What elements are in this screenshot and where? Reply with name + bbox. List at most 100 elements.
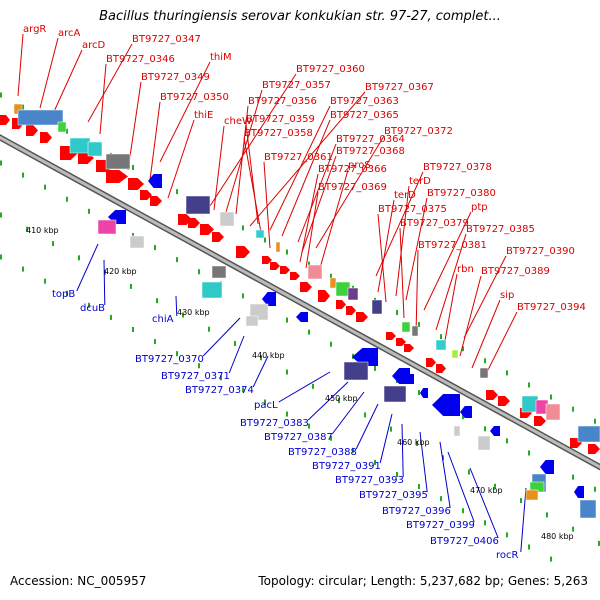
- tick-mark: [22, 172, 24, 178]
- forward-gene-arrow: [426, 358, 436, 367]
- forward-gene-label: sip: [500, 290, 514, 301]
- reverse-label-leader: [379, 413, 393, 464]
- reverse-gene-label: pacL: [254, 400, 278, 411]
- gene-box: [211, 265, 227, 279]
- forward-label-leader: [297, 143, 337, 243]
- reverse-label-leader: [307, 381, 349, 421]
- tick-mark: [338, 398, 340, 404]
- forward-gene-label: BT9727_0394: [517, 302, 586, 313]
- reverse-label-leader: [355, 403, 379, 450]
- tick-mark: [242, 225, 244, 231]
- gene-box: [97, 219, 117, 235]
- gene-box: [347, 287, 359, 301]
- reverse-gene-arrow: [296, 312, 308, 322]
- forward-gene-label: proS: [348, 160, 371, 171]
- scale-label: 440 kbp: [252, 351, 285, 360]
- tick-mark: [0, 254, 2, 260]
- forward-gene-label: cheW: [224, 116, 252, 127]
- tick-mark: [132, 164, 134, 170]
- tick-mark: [468, 469, 470, 475]
- forward-gene-label: BT9727_0366: [318, 164, 387, 175]
- forward-gene-label: BT9727_0375: [378, 204, 447, 215]
- forward-gene-label: BT9727_0365: [330, 110, 399, 121]
- gene-box: [411, 325, 419, 337]
- forward-label-leader: [483, 311, 518, 379]
- scale-label: 450 kbp: [325, 394, 358, 403]
- tick-mark: [66, 128, 68, 134]
- reverse-gene-arrow: [352, 348, 378, 366]
- reverse-label-leader: [419, 431, 428, 493]
- tick-mark: [440, 496, 442, 502]
- tick-mark: [528, 450, 530, 456]
- reverse-gene-label: BT9727_0374: [185, 385, 254, 396]
- forward-gene-label: BT9727_0358: [244, 128, 313, 139]
- gene-box: [453, 425, 461, 437]
- tick-mark: [462, 414, 464, 420]
- forward-label-leader: [249, 91, 366, 227]
- tick-mark: [88, 302, 90, 308]
- tick-mark: [156, 298, 158, 304]
- scale-label: 480 kbp: [541, 532, 574, 541]
- tick-mark: [494, 483, 496, 489]
- forward-gene-arrow: [106, 170, 128, 183]
- tick-mark: [550, 556, 552, 562]
- gene-box: [525, 489, 539, 501]
- forward-gene-label: BT9727_0359: [246, 114, 315, 125]
- tick-mark: [154, 245, 156, 251]
- scale-label: 420 kbp: [104, 267, 137, 276]
- forward-label-leader: [167, 119, 195, 199]
- reverse-gene-label: BT9727_0399: [406, 520, 475, 531]
- gene-features: [0, 103, 600, 519]
- forward-gene-label: BT9727_0389: [481, 266, 550, 277]
- gene-box: [371, 299, 383, 315]
- tick-mark: [418, 484, 420, 490]
- tick-mark: [550, 394, 552, 400]
- forward-gene-label: BT9727_0349: [141, 72, 210, 83]
- forward-gene-arrow: [318, 290, 330, 302]
- reverse-gene-label: BT9727_0371: [161, 371, 230, 382]
- reverse-gene-arrow: [574, 486, 584, 498]
- reverse-gene-label: chiA: [152, 314, 174, 325]
- forward-gene-arrow: [336, 300, 346, 309]
- forward-gene-label: BT9727_0369: [318, 182, 387, 193]
- tick-mark: [110, 314, 112, 320]
- forward-label-leader: [377, 199, 395, 293]
- forward-label-leader: [443, 273, 458, 347]
- forward-gene-arrow: [40, 132, 52, 143]
- reverse-gene-arrow: [432, 394, 460, 416]
- reverse-label-leader: [278, 371, 331, 403]
- tick-mark: [598, 540, 600, 546]
- forward-label-leader: [17, 33, 24, 97]
- forward-gene-label: BT9727_0379: [400, 218, 469, 229]
- reverse-gene-label: BT9727_0393: [335, 475, 404, 486]
- forward-gene-label: thiE: [194, 110, 213, 121]
- forward-gene-arrow: [436, 364, 446, 373]
- gene-box: [545, 403, 561, 421]
- tick-mark: [286, 249, 288, 255]
- reverse-gene-label: BT9727_0395: [359, 490, 428, 501]
- reverse-gene-label: BT9727_0391: [312, 461, 381, 472]
- forward-gene-arrow: [188, 218, 200, 228]
- forward-gene-arrow: [270, 262, 280, 270]
- forward-label-leader: [149, 101, 161, 181]
- reverse-gene-label: rocR: [496, 550, 519, 561]
- forward-gene-arrow: [498, 396, 510, 406]
- forward-gene-label: arcD: [82, 40, 106, 51]
- tick-mark: [572, 526, 574, 532]
- forward-label-leader: [377, 213, 387, 303]
- forward-gene-arrow: [236, 246, 250, 258]
- tick-mark: [198, 269, 200, 275]
- map-title: Bacillus thuringiensis serovar konkukian…: [99, 9, 501, 24]
- forward-label-leader: [299, 173, 319, 263]
- forward-label-leader: [423, 211, 472, 311]
- forward-gene-label: ptp: [471, 202, 488, 213]
- tick-mark: [364, 412, 366, 418]
- forward-gene-label: BT9727_0390: [506, 246, 575, 257]
- forward-label-leader: [415, 249, 419, 335]
- tick-mark: [396, 309, 398, 315]
- gene-box: [17, 109, 64, 126]
- forward-gene-label: terD: [409, 176, 431, 187]
- forward-label-leader: [305, 191, 319, 269]
- forward-label-leader: [245, 123, 259, 225]
- reverse-gene-label: dcuB: [80, 303, 105, 314]
